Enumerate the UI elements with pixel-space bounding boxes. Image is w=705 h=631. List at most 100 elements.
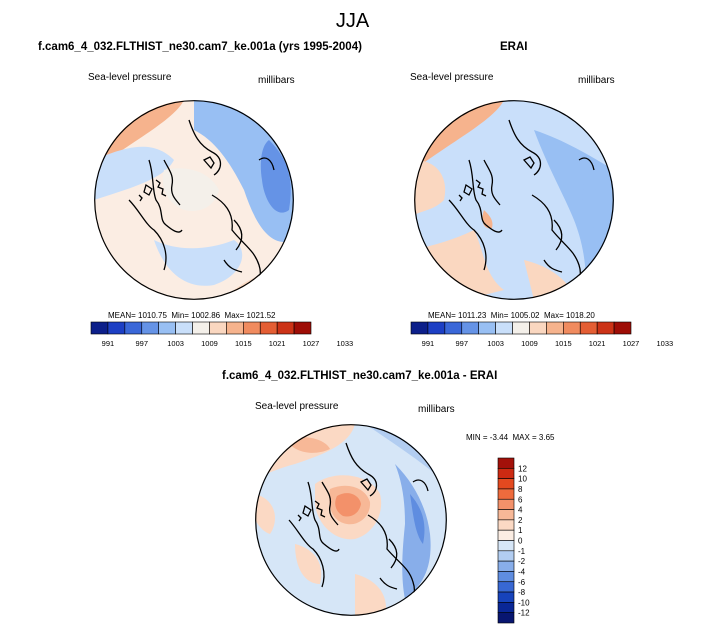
model-colorbar-swatch [243,321,261,335]
obs-colorbar-swatch [427,321,446,335]
model-colorbar-tick-label: 1003 [167,339,184,348]
obs-panel-title: ERAI [500,41,528,53]
diff-colorbar-swatch [497,602,515,613]
model-colorbar-swatch [141,321,159,335]
model-units-label: millibars [258,75,295,86]
model-colorbar-swatch [175,321,193,335]
obs-colorbar-swatch [444,321,463,335]
diff-colorbar-swatch [497,468,515,479]
diff-colorbar-swatch [497,581,515,593]
model-colorbar-swatch [293,321,312,335]
obs-max: Max= 1018.20 [543,311,595,320]
diff-polar-map [255,424,447,616]
obs-stats: MEAN= 1011.23 Min= 1005.02 Max= 1018.20 [428,311,595,320]
diff-colorbar-tick-label: -10 [518,598,530,607]
diff-colorbar-swatch [497,560,515,572]
obs-colorbar-swatch [546,321,564,335]
diff-colorbar-swatch [497,519,515,531]
obs-colorbar-tick-label: 1027 [623,339,640,348]
diff-units-label: millibars [418,404,455,415]
diff-variable-label: Sea-level pressure [255,401,339,412]
diff-panel-title: f.cam6_4_032.FLTHIST_ne30.cam7_ke.001a -… [222,370,498,382]
obs-units-label: millibars [578,75,615,86]
diff-colorbar-tick-label: -6 [518,578,526,587]
diff-colorbar-tick-label: -8 [518,588,526,597]
diff-stats: MIN = -3.44 MAX = 3.65 [466,433,555,442]
obs-colorbar-swatch [461,321,479,335]
obs-variable-label: Sea-level pressure [410,72,494,83]
obs-colorbar-tick-label: 991 [422,339,435,348]
model-colorbar-tick-label: 1027 [303,339,320,348]
diff-colorbar-swatch [497,498,515,510]
model-colorbar-swatch [124,321,143,335]
obs-colorbar-tick-label: 1021 [589,339,606,348]
diff-colorbar-tick-label: 8 [518,485,523,494]
diff-colorbar-tick-label: 1 [518,526,523,535]
diff-colorbar-tick-label: -1 [518,547,526,556]
model-max: Max= 1021.52 [224,311,276,320]
model-colorbar-swatch [158,321,176,335]
obs-colorbar-tick-label: 1015 [555,339,572,348]
model-colorbar-swatch [226,321,244,335]
diff-colorbar-tick-label: 0 [518,537,523,546]
diff-colorbar-swatch [497,457,515,469]
diff-colorbar-tick-label: 2 [518,516,523,525]
obs-min: Min= 1005.02 [490,311,540,320]
model-panel-title: f.cam6_4_032.FLTHIST_ne30.cam7_ke.001a (… [38,41,362,53]
obs-colorbar-swatch [495,321,513,335]
model-colorbar-swatch [192,321,210,335]
model-mean: MEAN= 1010.75 [108,311,167,320]
diff-colorbar-swatch [497,540,515,552]
diff-colorbar-swatch [497,529,515,541]
model-colorbar-swatch [276,321,295,335]
obs-colorbar-swatch [613,321,632,335]
obs-colorbar-swatch [529,321,547,335]
model-colorbar-tick-label: 991 [102,339,115,348]
obs-colorbar-swatch [563,321,581,335]
obs-colorbar-swatch [579,321,598,335]
model-colorbar-tick-label: 997 [136,339,149,348]
obs-colorbar-tick-label: 1009 [521,339,538,348]
model-min: Min= 1002.86 [171,311,221,320]
model-colorbar-tick-label: 1015 [235,339,252,348]
diff-colorbar-tick-label: -4 [518,567,526,576]
model-colorbar-tick-label: 1033 [337,339,354,348]
obs-colorbar-tick-label: 997 [456,339,469,348]
diff-colorbar-swatch [497,550,515,562]
model-variable-label: Sea-level pressure [88,72,172,83]
diff-colorbar-swatch [497,571,515,583]
figure-title: JJA [335,10,370,32]
model-colorbar: 991 997 1003 1009 1015 1021 1027 1033 [90,321,353,348]
diff-min: MIN = -3.44 [466,433,509,442]
obs-mean: MEAN= 1011.23 [428,311,487,320]
diff-colorbar-swatch [497,591,515,603]
obs-colorbar-tick-label: 1033 [657,339,674,348]
model-colorbar-swatch [107,321,126,335]
diff-colorbar-tick-label: 6 [518,495,523,504]
diff-colorbar-tick-label: 12 [518,464,527,473]
diff-colorbar-tick-label: -12 [518,609,530,618]
diff-colorbar-swatch [497,488,515,500]
diff-colorbar-swatch [497,612,515,624]
obs-colorbar-swatch [478,321,496,335]
diff-colorbar-tick-label: 10 [518,475,527,484]
obs-colorbar-swatch [596,321,615,335]
diff-colorbar-tick-label: -2 [518,557,526,566]
diff-colorbar-tick-label: 4 [518,506,523,515]
model-colorbar-swatch [259,321,278,335]
model-colorbar-swatch [209,321,227,335]
obs-colorbar-swatch [512,321,530,335]
model-polar-map [94,100,294,300]
diff-colorbar-swatch [497,478,515,490]
diff-max: MAX = 3.65 [512,433,555,442]
obs-colorbar: 991 997 1003 1009 1015 1021 1027 1033 [410,321,673,348]
obs-colorbar-swatch [410,321,429,335]
obs-colorbar-tick-label: 1003 [487,339,504,348]
model-colorbar-swatch [90,321,109,335]
diff-colorbar-swatch [497,509,515,521]
model-colorbar-tick-label: 1009 [201,339,218,348]
obs-polar-map [414,100,614,300]
model-colorbar-tick-label: 1021 [269,339,286,348]
model-stats: MEAN= 1010.75 Min= 1002.86 Max= 1021.52 [108,311,275,320]
